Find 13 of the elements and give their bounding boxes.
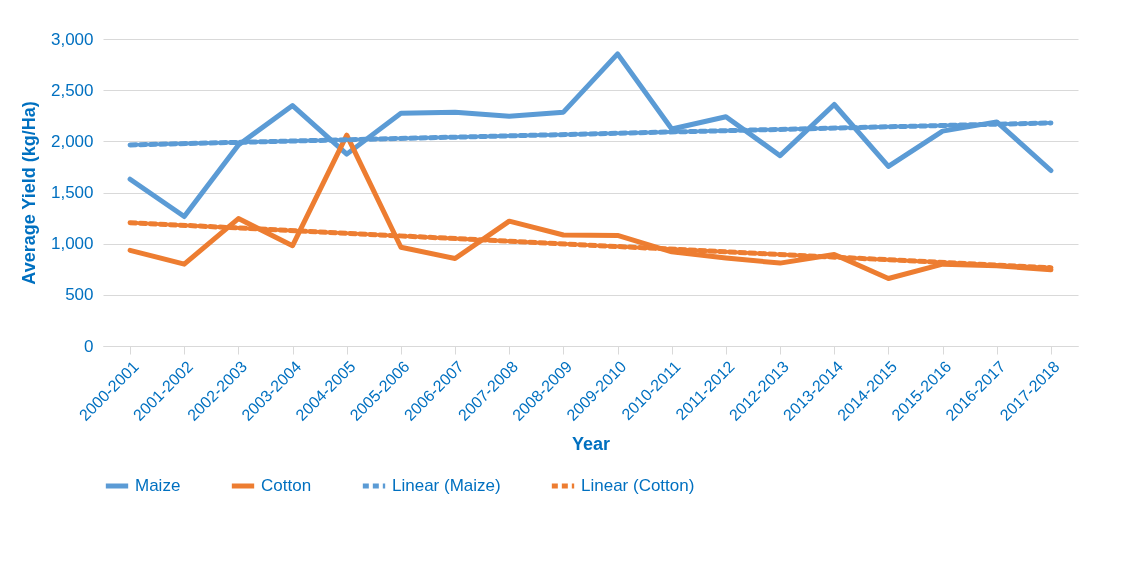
y-tick-label: 1,000 — [50, 234, 94, 254]
y-tick-label: 3,000 — [50, 29, 94, 49]
legend-label: Linear (Cotton) — [581, 476, 695, 495]
legend-label: Cotton — [261, 476, 312, 495]
y-tick-label: 0 — [84, 336, 94, 356]
y-axis-title: Average Yield (kg/Ha) — [18, 101, 39, 285]
y-tick-label: 500 — [65, 285, 94, 305]
y-tick-label: 2,000 — [50, 131, 94, 151]
x-axis-title: Year — [571, 433, 611, 454]
legend-label: Linear (Maize) — [392, 476, 501, 495]
y-tick-label: 2,500 — [50, 80, 94, 100]
legend-label: Maize — [135, 476, 181, 495]
y-tick-label: 1,500 — [50, 183, 94, 202]
